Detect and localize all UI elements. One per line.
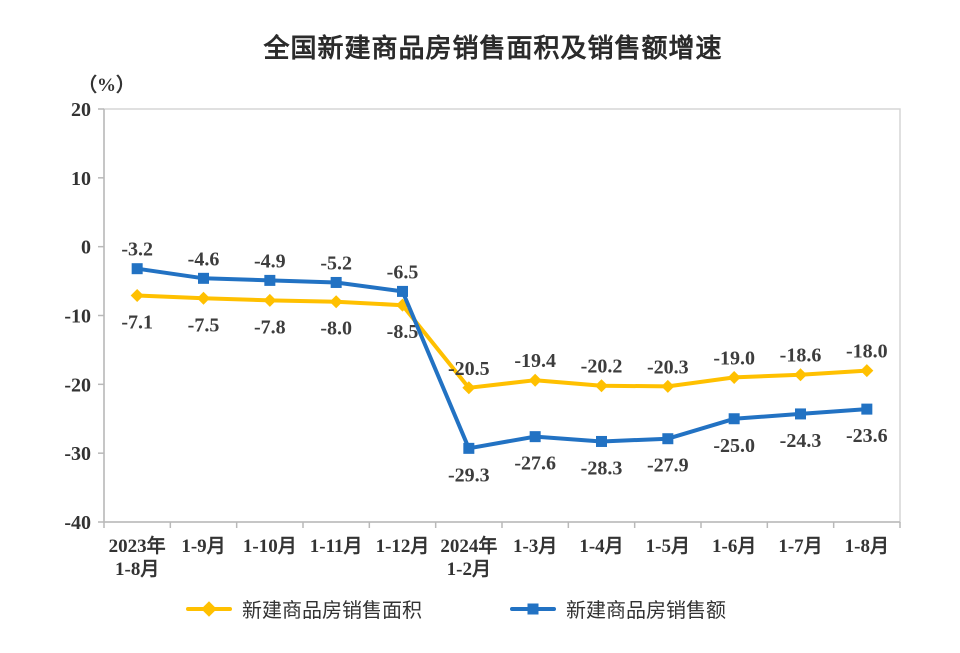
chart-legend: 新建商品房销售面积 新建商品房销售额 xyxy=(0,594,960,623)
y-axis-unit-label: （%） xyxy=(78,75,136,96)
line-diamond-marker-icon xyxy=(186,600,232,617)
data-label: -20.3 xyxy=(647,356,689,378)
x-axis-label: 1-2月 xyxy=(447,559,491,580)
x-axis-label: 1-4月 xyxy=(579,536,623,557)
diamond-marker-icon xyxy=(130,289,144,303)
data-label: -3.2 xyxy=(121,239,153,261)
data-label: -18.0 xyxy=(846,341,888,363)
square-marker-icon xyxy=(728,413,740,425)
data-label: -7.1 xyxy=(121,312,153,334)
square-marker-icon xyxy=(596,435,607,447)
data-label: -27.9 xyxy=(647,455,689,477)
square-marker-icon xyxy=(198,272,209,284)
legend-label: 新建商品房销售面积 xyxy=(242,600,422,622)
data-label: -28.3 xyxy=(581,457,623,479)
y-axis-tick-label: -20 xyxy=(64,374,91,396)
square-marker-icon xyxy=(264,274,276,286)
data-label: -20.5 xyxy=(448,358,490,380)
data-label: -8.5 xyxy=(387,321,419,343)
legend-item-sales-value: 新建商品房销售额 xyxy=(510,594,726,623)
diamond-marker-icon xyxy=(860,364,874,378)
square-marker-icon xyxy=(795,408,806,420)
y-axis-tick-label: 10 xyxy=(71,168,91,190)
diamond-marker-icon xyxy=(197,291,210,305)
y-axis-tick-label: -30 xyxy=(64,443,91,465)
square-marker-icon xyxy=(529,431,541,443)
data-label: -4.6 xyxy=(188,248,220,270)
legend-label: 新建商品房销售额 xyxy=(566,600,726,622)
data-label: -27.6 xyxy=(514,453,556,475)
diamond-marker-icon xyxy=(727,370,741,384)
square-marker-icon xyxy=(131,263,143,275)
data-label: -8.0 xyxy=(320,318,352,340)
data-label: -6.5 xyxy=(387,261,419,283)
diamond-marker-icon xyxy=(329,295,343,309)
data-label: -25.0 xyxy=(713,435,755,457)
data-label: -18.6 xyxy=(780,345,822,367)
diamond-marker-icon xyxy=(462,381,476,395)
line-square-marker-icon xyxy=(510,601,556,617)
chart-title: 全国新建商品房销售面积及销售额增速 xyxy=(263,33,723,63)
square-marker-icon xyxy=(861,403,873,415)
diamond-marker-icon xyxy=(661,379,675,393)
y-axis-tick-label: 0 xyxy=(81,237,91,259)
square-marker-icon xyxy=(463,442,475,454)
x-axis-label: 1-9月 xyxy=(181,536,225,557)
x-axis-label: 1-11月 xyxy=(310,536,363,557)
data-label: -23.6 xyxy=(846,425,888,447)
x-axis-label: 1-8月 xyxy=(115,559,159,580)
legend-item-sales-area: 新建商品房销售面积 xyxy=(186,594,422,623)
y-axis-tick-label: -10 xyxy=(64,306,91,328)
series-line-1 xyxy=(135,266,869,451)
data-label: -29.3 xyxy=(448,464,490,486)
diamond-marker-icon xyxy=(794,368,807,382)
data-label: -20.2 xyxy=(581,356,623,378)
y-axis-tick-label: 20 xyxy=(71,99,91,121)
x-axis-label: 1-3月 xyxy=(513,536,557,557)
x-axis-label: 1-12月 xyxy=(376,536,430,557)
x-axis-label: 1-6月 xyxy=(712,536,756,557)
x-axis-label: 1-7月 xyxy=(778,536,822,557)
x-axis-label: 1-8月 xyxy=(845,536,889,557)
diamond-marker-icon xyxy=(595,379,608,393)
y-axis-tick-label: -40 xyxy=(64,512,91,534)
square-marker-icon xyxy=(662,433,674,445)
diamond-marker-icon xyxy=(528,373,542,387)
x-axis-label: 2024年 xyxy=(440,534,497,557)
x-axis-label: 1-10月 xyxy=(243,536,297,557)
data-label: -4.9 xyxy=(254,250,286,272)
square-marker-icon xyxy=(330,276,342,288)
x-axis-label: 2023年 xyxy=(109,534,166,557)
x-axis-label: 1-5月 xyxy=(646,536,690,557)
data-label: -7.8 xyxy=(254,316,286,338)
plot-border xyxy=(103,108,901,523)
square-marker-icon xyxy=(397,285,408,297)
series-line-0 xyxy=(135,293,869,390)
data-label: -19.4 xyxy=(514,350,556,372)
data-label: -24.3 xyxy=(780,430,822,452)
diamond-marker-icon xyxy=(263,293,277,307)
data-label: -5.2 xyxy=(320,252,352,274)
data-label: -7.5 xyxy=(188,314,220,336)
data-label: -19.0 xyxy=(713,347,755,369)
